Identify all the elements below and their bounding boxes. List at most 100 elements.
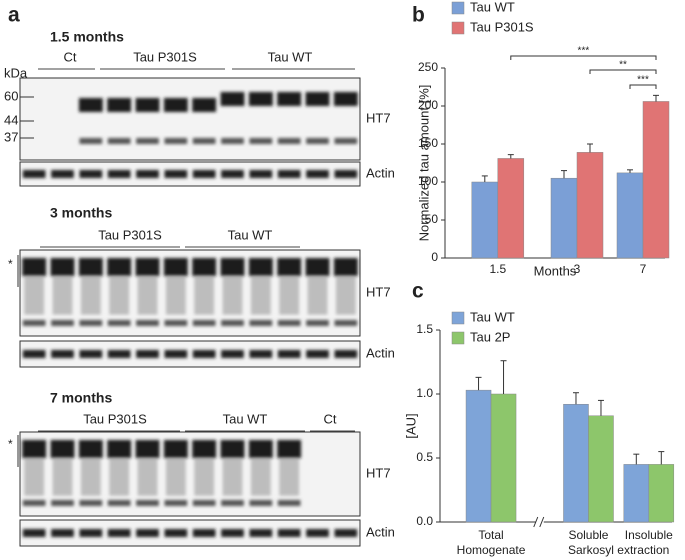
legend-label: Tau P301S [470, 19, 534, 34]
error-bar [653, 94, 659, 102]
blot-band [192, 320, 216, 326]
bar [588, 415, 614, 523]
blot-smear [165, 458, 186, 496]
panel-label: a [8, 4, 20, 27]
blot-band [79, 320, 103, 326]
blot-band [163, 258, 188, 276]
actin-band [164, 529, 188, 537]
blot-frame [19, 340, 361, 368]
x-tick-label: 3 [574, 262, 581, 276]
blot-band [78, 258, 103, 276]
bar [576, 152, 604, 259]
blot-band [220, 258, 245, 276]
actin-band [334, 350, 358, 358]
legend-swatch [451, 311, 465, 325]
legend-label: Tau WT [470, 0, 515, 14]
kda-marker: 60 [4, 88, 18, 103]
blot-title: 3 months [50, 205, 112, 221]
bar [648, 464, 675, 523]
actin-band [51, 529, 74, 537]
blot-smear [250, 276, 271, 315]
blot-band [164, 500, 188, 506]
blot-band [22, 320, 46, 326]
legend-swatch [451, 1, 465, 15]
actin-band [277, 529, 301, 537]
blot-band [107, 440, 132, 458]
error-bar [481, 175, 488, 182]
y-tick-label: 50 [425, 212, 439, 226]
blot-band [107, 258, 132, 276]
y-tick-label: 0.0 [416, 514, 433, 528]
blot-band [164, 138, 188, 144]
blot-smear [80, 458, 101, 496]
kda-label: kDa [4, 65, 28, 80]
actin-band [221, 170, 244, 178]
y-tick-label: 150 [418, 136, 438, 150]
blot-band [136, 138, 159, 144]
blot-band [249, 320, 273, 326]
bar [623, 464, 650, 523]
y-tick-label: 100 [418, 174, 438, 188]
lane-group-label: Tau WT [268, 49, 313, 64]
blot-smear [194, 276, 215, 315]
blot-band [107, 320, 131, 326]
error-bar [633, 453, 640, 465]
blot-band [50, 440, 75, 458]
star-marker: * [8, 257, 13, 271]
significance-bracket [510, 55, 657, 60]
blot-band [277, 320, 301, 326]
blot-band [333, 258, 358, 276]
actin-band [79, 529, 103, 537]
blot-band [306, 320, 329, 326]
blot-band [22, 258, 47, 276]
blot-band [192, 258, 217, 276]
actin-band [221, 529, 244, 537]
actin-band [22, 350, 46, 358]
axis-break-mark [533, 516, 539, 528]
blot-band [135, 98, 160, 112]
y-tick-label: 200 [418, 98, 438, 112]
actin-band [136, 170, 159, 178]
significance-label: ** [619, 60, 627, 71]
significance-bracket [589, 69, 657, 74]
blot-band [192, 500, 216, 506]
error-bar [561, 170, 567, 179]
lane-group-label: Tau P301S [98, 227, 162, 242]
error-bar [658, 451, 665, 465]
blot-frame [19, 77, 361, 161]
blot-band [248, 92, 273, 106]
blot-band [164, 320, 188, 326]
axis-break-mark [539, 516, 545, 528]
y-axis-label: Normalized tau amount [%] [416, 85, 431, 242]
x-tick-label: Insoluble [625, 528, 673, 542]
y-tick-label: 0 [431, 250, 438, 264]
error-bar [507, 154, 514, 159]
x-axis-label: Months [534, 263, 577, 278]
blot-smear [80, 276, 101, 315]
blot-band [107, 98, 132, 112]
blot-smear [250, 458, 271, 496]
blot-smear [279, 458, 300, 496]
blot-label: Actin [366, 165, 395, 180]
bar [490, 393, 517, 523]
significance-label: *** [578, 46, 590, 57]
y-axis-label: [AU] [403, 413, 418, 438]
x-tick-label: Total [478, 528, 503, 542]
actin-band [306, 350, 329, 358]
blot-band [305, 258, 330, 276]
bar [465, 389, 492, 523]
blot-band [51, 500, 74, 506]
blot-smear [165, 276, 186, 315]
actin-band [249, 350, 273, 358]
y-tick-label: 1.0 [416, 386, 433, 400]
significance-bracket [629, 84, 657, 89]
blot-smear [194, 458, 215, 496]
y-tick-label: 250 [418, 60, 438, 74]
significance-label: *** [637, 75, 649, 86]
blot-band [334, 320, 358, 326]
blot-label: HT7 [366, 284, 391, 299]
blot-smear [137, 458, 158, 496]
blot-label: Actin [366, 345, 395, 360]
lane-group-label: Ct [324, 411, 337, 426]
actin-band [306, 170, 329, 178]
